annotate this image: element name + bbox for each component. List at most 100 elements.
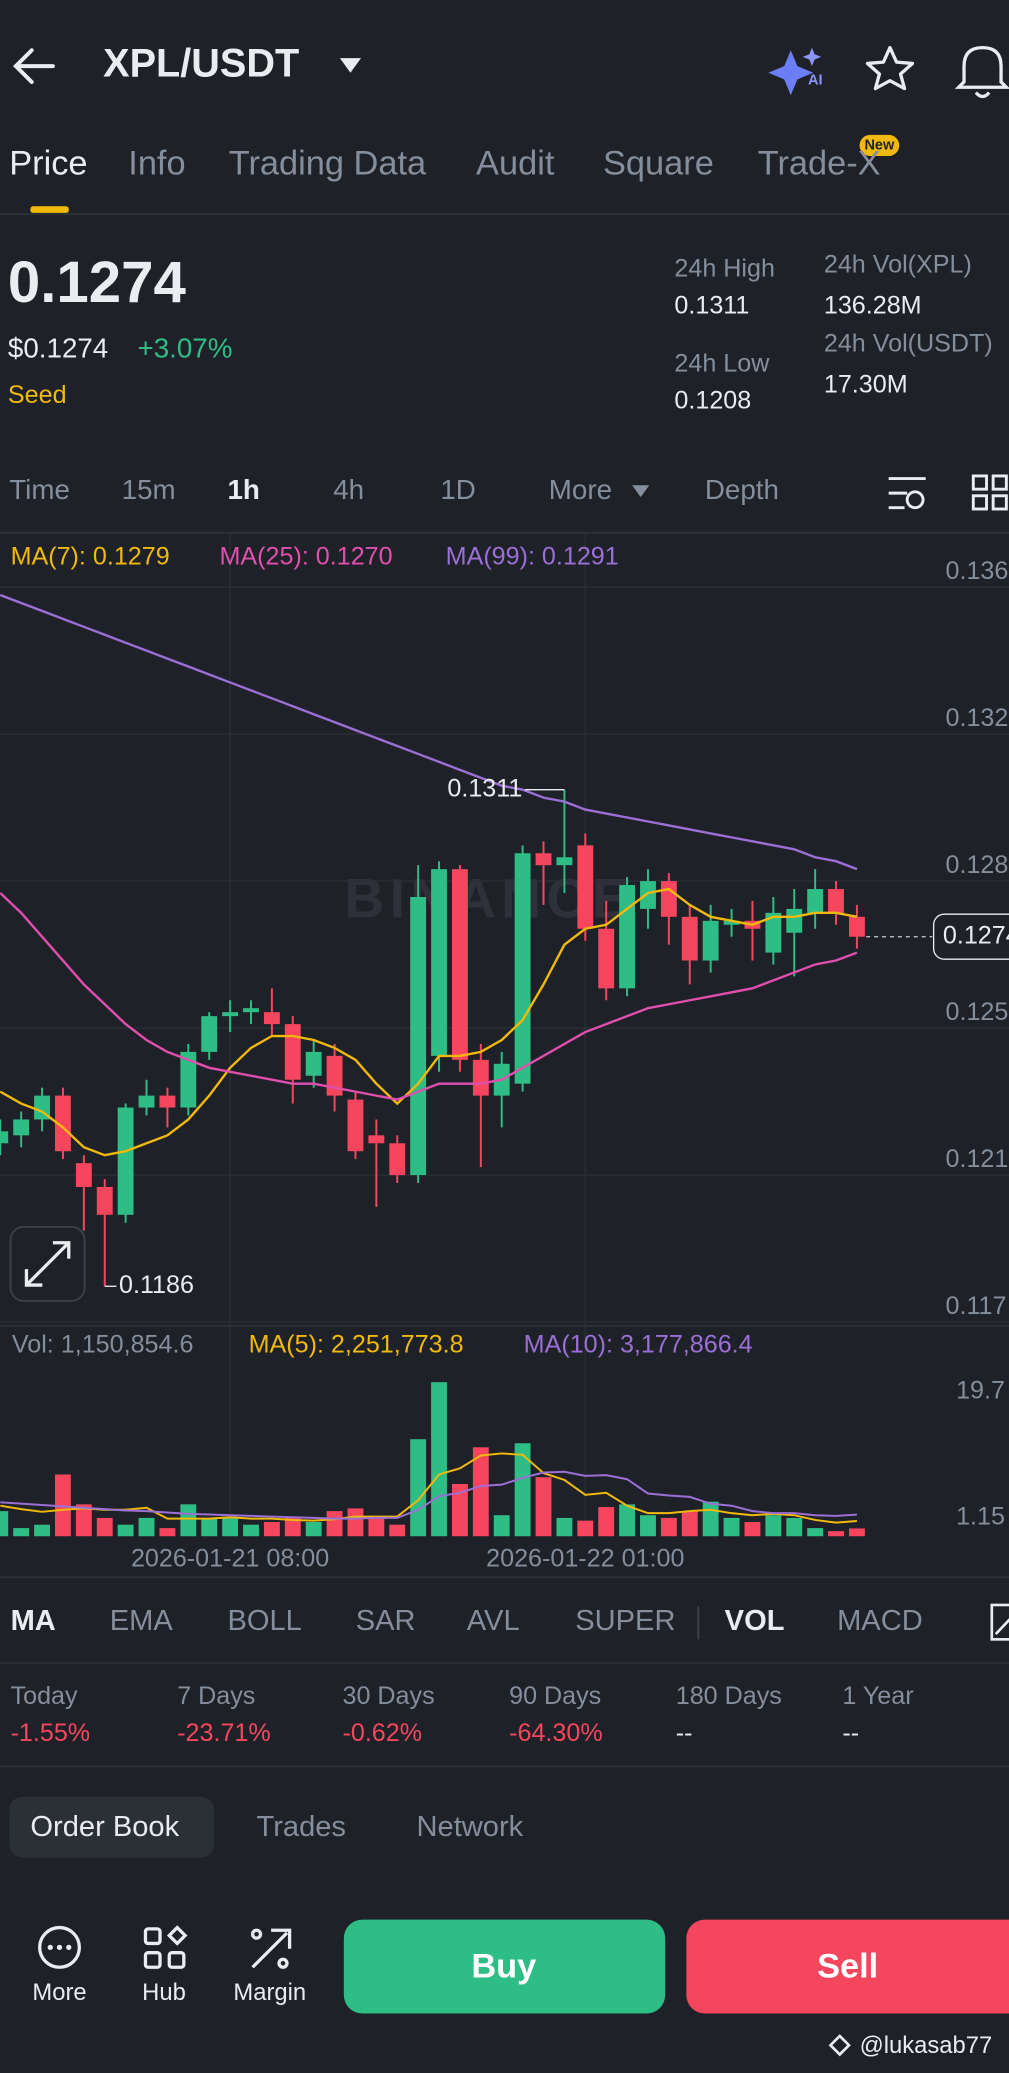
candle-body bbox=[577, 845, 594, 929]
volume-tick-label: 1.15 bbox=[956, 1503, 1005, 1531]
volume-bar bbox=[34, 1524, 50, 1537]
interval[interactable]: 15m bbox=[122, 474, 176, 505]
interval[interactable]: Time bbox=[9, 474, 70, 505]
ma-line bbox=[0, 593, 858, 871]
sell-button[interactable] bbox=[686, 1919, 1009, 2014]
interval[interactable]: 1h bbox=[227, 474, 259, 505]
volume-bar bbox=[640, 1515, 656, 1537]
last-price: 0.1274 bbox=[8, 250, 187, 315]
hub-icon[interactable] bbox=[143, 1925, 188, 1969]
indicator-tab[interactable]: SAR bbox=[356, 1605, 416, 1637]
volume-bar bbox=[681, 1511, 698, 1537]
volume-bar bbox=[807, 1528, 824, 1537]
period-label: 180 Days bbox=[676, 1682, 782, 1710]
volume-bar bbox=[347, 1508, 364, 1537]
indicator-tab[interactable]: VOL bbox=[725, 1605, 785, 1637]
candle-body bbox=[243, 1008, 259, 1013]
volume-ma-legend: MA(10): 3,177,866.4 bbox=[524, 1331, 753, 1359]
tab[interactable]: Audit bbox=[476, 144, 555, 182]
interval[interactable]: Depth bbox=[705, 474, 779, 505]
y-tick-label: 0.121 bbox=[946, 1145, 1009, 1173]
tab[interactable]: Trade-X bbox=[758, 144, 881, 182]
y-tick-label: 0.128 bbox=[946, 851, 1009, 879]
stat-value: 17.30M bbox=[824, 371, 908, 399]
chart-settings-icon[interactable] bbox=[888, 477, 926, 510]
pair-dropdown[interactable] bbox=[339, 58, 362, 73]
volume-bar bbox=[577, 1520, 594, 1537]
action-label[interactable]: Hub bbox=[142, 1979, 186, 2006]
high-label: 0.1311 bbox=[447, 774, 522, 802]
indicator-tab[interactable]: AVL bbox=[467, 1605, 520, 1637]
candle-body bbox=[263, 1012, 280, 1025]
volume-bar bbox=[744, 1521, 761, 1537]
volume-ma-line bbox=[0, 1452, 858, 1524]
period-value: -23.71% bbox=[177, 1719, 271, 1747]
sell-label: Sell bbox=[817, 1948, 878, 1986]
volume-bar bbox=[284, 1517, 301, 1537]
volume-legend: Vol: 1,150,854.6 bbox=[12, 1331, 194, 1359]
action-label[interactable]: Margin bbox=[233, 1979, 306, 2006]
credit-logo bbox=[828, 2034, 851, 2057]
volume-bar bbox=[472, 1447, 489, 1537]
tab[interactable]: Price bbox=[9, 144, 87, 182]
tab-pill bbox=[9, 1796, 215, 1858]
indicator-tab[interactable]: MACD bbox=[837, 1605, 923, 1637]
candle-body bbox=[807, 889, 824, 913]
volume-bar bbox=[723, 1517, 740, 1537]
alert-button[interactable] bbox=[954, 45, 1009, 99]
candle-body bbox=[117, 1107, 134, 1215]
favorite-button[interactable] bbox=[865, 45, 915, 91]
credit: @lukasab77 bbox=[860, 2032, 993, 2059]
period-label: 7 Days bbox=[177, 1682, 255, 1710]
volume-bar bbox=[75, 1504, 92, 1537]
candle-body bbox=[201, 1016, 218, 1052]
ma-line bbox=[0, 892, 858, 1101]
candle-body bbox=[514, 853, 531, 1084]
candle-body bbox=[305, 1051, 322, 1076]
ma-legend: MA(99): 0.1291 bbox=[446, 543, 619, 571]
volume-bar bbox=[828, 1531, 844, 1537]
layout-icon[interactable] bbox=[971, 474, 1008, 511]
fullscreen-icon[interactable] bbox=[990, 1603, 1009, 1641]
chart-layer: BINANCE0.1360.1320.1280.1250.1210.117202… bbox=[0, 532, 1009, 1573]
candle-body bbox=[640, 881, 656, 909]
x-tick-label: 2026-01-21 08:00 bbox=[131, 1545, 329, 1573]
indicator-tab[interactable]: MA bbox=[11, 1605, 56, 1637]
book-tab[interactable]: Order Book bbox=[30, 1811, 179, 1843]
tab[interactable]: Trading Data bbox=[229, 144, 427, 182]
candle-body bbox=[368, 1135, 385, 1144]
volume-bar bbox=[765, 1515, 782, 1537]
tab[interactable]: Square bbox=[603, 144, 714, 182]
interval[interactable]: 4h bbox=[333, 474, 364, 505]
candle-body bbox=[828, 889, 844, 913]
margin-icon[interactable] bbox=[250, 1928, 292, 1969]
period-label: 90 Days bbox=[509, 1682, 601, 1710]
period-value: -- bbox=[842, 1719, 859, 1747]
book-tab[interactable]: Trades bbox=[257, 1811, 346, 1843]
volume-bar bbox=[243, 1524, 259, 1537]
volume-bar bbox=[786, 1517, 803, 1537]
buy-button[interactable] bbox=[343, 1919, 666, 2014]
candle-body bbox=[723, 920, 740, 925]
back-button[interactable] bbox=[13, 48, 55, 84]
action-label[interactable]: More bbox=[32, 1979, 86, 2006]
candle-body bbox=[681, 916, 698, 961]
tab[interactable]: Info bbox=[128, 144, 185, 182]
more-icon[interactable] bbox=[38, 1925, 81, 1969]
volume-bar bbox=[493, 1515, 510, 1537]
candle-body bbox=[55, 1095, 71, 1152]
indicator-tab[interactable]: BOLL bbox=[227, 1605, 301, 1637]
book-tab[interactable]: Network bbox=[417, 1811, 524, 1843]
stat-value: 136.28M bbox=[824, 291, 922, 319]
indicator-tab[interactable]: EMA bbox=[110, 1605, 174, 1637]
volume-bar bbox=[159, 1528, 176, 1537]
expand-button[interactable] bbox=[9, 1225, 86, 1302]
interval[interactable]: More bbox=[549, 474, 612, 505]
candle-body bbox=[786, 908, 803, 933]
interval[interactable]: 1D bbox=[440, 474, 475, 505]
new-badge bbox=[859, 134, 900, 157]
indicator-tab[interactable]: SUPER bbox=[575, 1605, 675, 1637]
ai-icon[interactable] bbox=[768, 47, 822, 96]
period-label: 30 Days bbox=[343, 1682, 435, 1710]
volume-bar bbox=[556, 1517, 573, 1537]
